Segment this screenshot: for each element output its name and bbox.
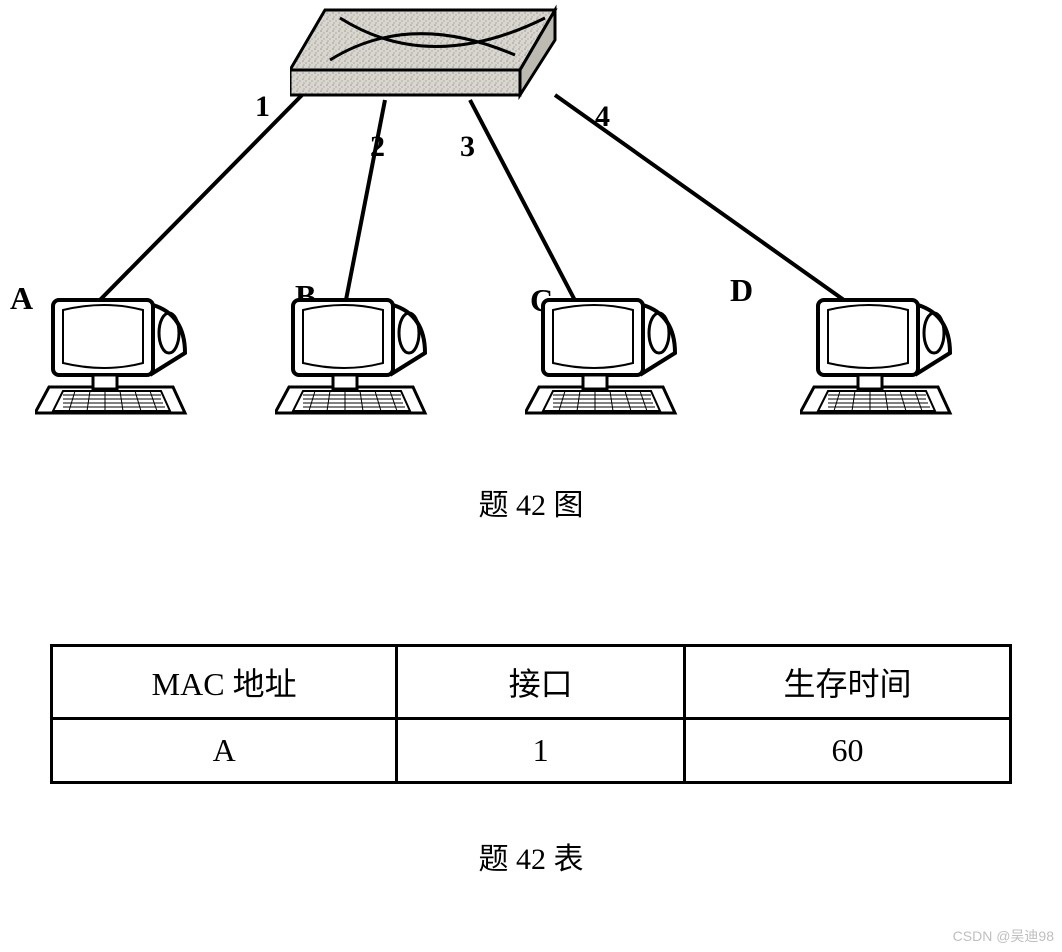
table-caption: 题 42 表 [0,834,1062,878]
connection-line [470,100,580,310]
port-label-4: 4 [595,100,610,134]
connection-line [95,92,305,305]
col-port: 接口 [397,646,685,719]
switch-icon [290,0,590,110]
table-row: A 1 60 [52,719,1011,783]
pc-label-d: D [730,272,753,309]
computer-icon [800,295,960,425]
computer-c [525,295,685,430]
network-diagram: 1 2 3 4 A B C D [0,0,1062,460]
pc-label-a: A [10,280,33,317]
col-mac: MAC 地址 [52,646,397,719]
computer-icon [275,295,435,425]
col-ttl: 生存时间 [684,646,1010,719]
mac-table: MAC 地址 接口 生存时间 A 1 60 [50,644,1012,784]
computer-icon [525,295,685,425]
computer-icon [35,295,195,425]
port-label-1: 1 [255,90,270,124]
port-label-3: 3 [460,130,475,164]
diagram-caption: 题 42 图 [0,480,1062,524]
watermark: CSDN @吴迪98 [953,926,1054,946]
computer-b [275,295,435,430]
computer-a [35,295,195,430]
switch-device [290,0,590,115]
computer-d [800,295,960,430]
cell-ttl: 60 [684,719,1010,783]
cell-mac: A [52,719,397,783]
mac-address-table: MAC 地址 接口 生存时间 A 1 60 [50,644,1012,784]
table-header-row: MAC 地址 接口 生存时间 [52,646,1011,719]
port-label-2: 2 [370,130,385,164]
cell-port: 1 [397,719,685,783]
